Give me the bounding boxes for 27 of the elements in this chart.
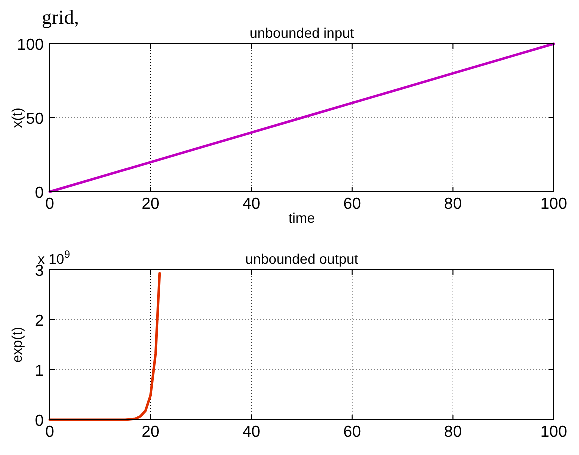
y-tick-label: 0 — [35, 185, 44, 202]
x-tick-label: 0 — [46, 196, 55, 213]
x-tick-label: 100 — [540, 196, 568, 213]
x-tick-label: 80 — [444, 196, 462, 213]
line-series — [48, 42, 556, 194]
x-tick-label: 40 — [242, 196, 261, 213]
x-axis-title: time — [288, 210, 316, 226]
chart-title: unbounded input — [250, 25, 354, 41]
chart-title: unbounded output — [246, 251, 359, 267]
y-axis-title: x(t) — [9, 108, 25, 128]
y-tick-label: 1 — [35, 363, 44, 380]
y-tick-label: 2 — [35, 313, 44, 330]
x-tick-label: 100 — [540, 424, 568, 441]
y-axis-title: exp(t) — [9, 327, 25, 363]
x-tick-label: 60 — [344, 196, 362, 213]
x-tick-label: 0 — [46, 424, 55, 441]
x-tick-label: 20 — [142, 424, 160, 441]
y-tick-label: 3 — [35, 263, 44, 280]
text: grid, — [42, 7, 80, 29]
y-tick-label: 0 — [35, 413, 44, 430]
x-tick-label: 60 — [344, 424, 362, 441]
x-tick-label: 40 — [242, 424, 261, 441]
y-tick-label: 50 — [26, 111, 44, 128]
x-tick-label: 20 — [142, 196, 160, 213]
y-tick-label: 100 — [17, 37, 44, 54]
line-series — [48, 272, 162, 422]
x-tick-label: 80 — [444, 424, 462, 441]
